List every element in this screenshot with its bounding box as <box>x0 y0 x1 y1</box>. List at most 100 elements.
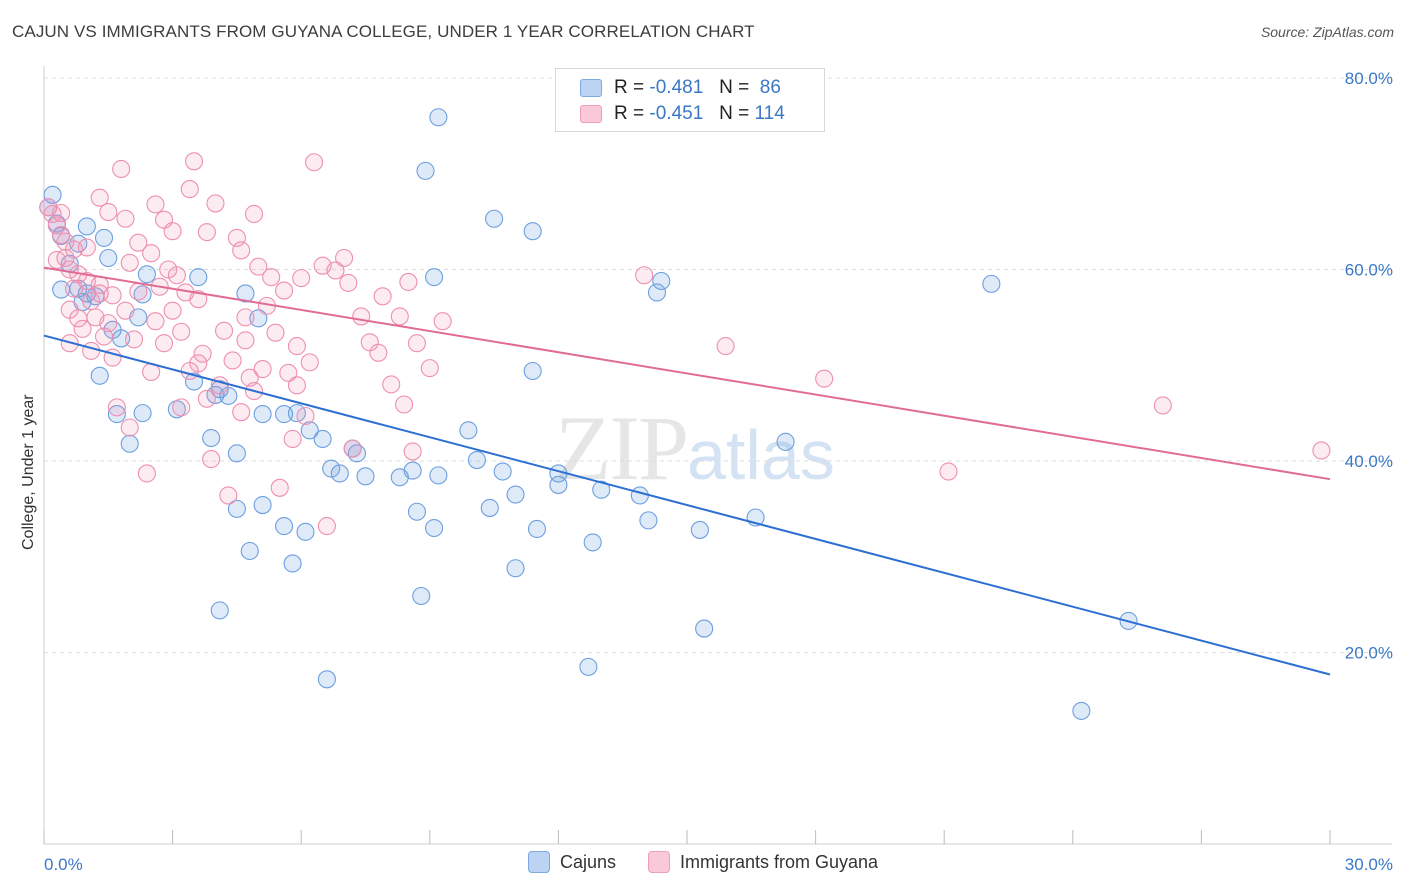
point-guyana <box>99 314 118 333</box>
legend: R = -0.481 N = 86 R = -0.451 N = 114 <box>555 68 825 132</box>
point-cajuns <box>94 228 114 247</box>
point-cajuns <box>429 466 448 485</box>
point-cajuns <box>330 464 349 483</box>
point-guyana <box>373 287 392 306</box>
point-cajuns <box>133 404 152 423</box>
point-cajuns <box>202 428 221 448</box>
point-cajuns <box>982 274 1001 293</box>
bottom-legend-label-guyana: Immigrants from Guyana <box>679 851 879 872</box>
point-cajuns <box>425 268 444 287</box>
point-guyana <box>266 323 285 342</box>
point-cajuns <box>189 268 208 287</box>
bottom-legend-guyana: Immigrants from Guyana <box>647 851 879 873</box>
legend-n-value-guyana: 114 <box>754 103 785 124</box>
point-cajuns <box>253 495 272 515</box>
point-guyana <box>390 307 409 326</box>
point-guyana <box>382 375 401 394</box>
point-guyana <box>335 248 354 268</box>
point-guyana <box>82 292 101 311</box>
point-guyana <box>283 429 302 449</box>
point-guyana <box>180 180 199 199</box>
point-cajuns <box>356 467 375 486</box>
point-cajuns <box>99 248 118 268</box>
point-guyana <box>270 478 289 497</box>
point-guyana <box>395 395 414 414</box>
point-cajuns <box>429 108 448 127</box>
point-cajuns <box>690 520 709 539</box>
point-guyana <box>116 301 135 320</box>
point-cajuns <box>407 502 426 521</box>
legend-row-cajuns: R = -0.481 N = 86 <box>580 77 781 99</box>
point-cajuns <box>236 284 255 303</box>
bottom-legend-swatch-guyana <box>647 851 670 873</box>
point-guyana <box>52 203 71 223</box>
watermark: ZIPatlas <box>555 395 835 501</box>
bottom-legend-swatch-cajuns <box>527 851 550 873</box>
legend-r-label-cajuns: R = <box>614 77 645 98</box>
point-cajuns <box>579 657 598 676</box>
point-cajuns <box>253 405 272 424</box>
legend-swatch-cajuns <box>580 79 602 97</box>
y-tick-label: 40.0% <box>1345 452 1393 471</box>
point-cajuns <box>493 462 512 481</box>
point-cajuns <box>412 586 431 606</box>
point-guyana <box>120 253 139 272</box>
point-guyana <box>154 334 174 353</box>
watermark-zip: ZIP <box>555 397 689 499</box>
point-guyana <box>107 398 126 417</box>
point-guyana <box>214 321 234 340</box>
point-guyana <box>240 368 259 387</box>
source-label: Source: ZipAtlas.com <box>1260 24 1394 40</box>
x-tick-label: 0.0% <box>44 855 83 874</box>
bottom-legend-cajuns: Cajuns <box>527 851 616 873</box>
point-guyana <box>112 159 131 179</box>
point-cajuns <box>403 461 422 480</box>
point-guyana <box>69 309 88 328</box>
point-cajuns <box>416 161 435 180</box>
point-guyana <box>292 269 311 288</box>
point-guyana <box>1153 396 1172 415</box>
point-cajuns <box>630 486 649 505</box>
point-guyana <box>120 418 139 437</box>
point-cajuns <box>485 209 504 228</box>
point-guyana <box>253 360 272 379</box>
point-guyana <box>137 464 156 483</box>
point-guyana <box>223 351 242 370</box>
legend-r-value-cajuns: -0.481 <box>649 77 704 98</box>
point-cajuns <box>275 517 294 536</box>
point-guyana <box>124 330 144 349</box>
point-cajuns <box>776 432 795 451</box>
point-guyana <box>433 312 452 331</box>
point-guyana <box>77 238 96 257</box>
point-guyana <box>64 279 84 298</box>
point-guyana <box>189 354 208 373</box>
point-guyana <box>275 281 294 300</box>
point-guyana <box>296 406 315 426</box>
point-cajuns <box>506 559 525 578</box>
point-cajuns <box>210 601 229 620</box>
point-cajuns <box>425 518 444 538</box>
point-guyana <box>146 312 165 331</box>
point-cajuns <box>467 450 487 470</box>
point-cajuns <box>240 541 259 561</box>
point-cajuns <box>549 475 568 494</box>
point-cajuns <box>639 511 658 530</box>
point-guyana <box>167 266 186 285</box>
point-guyana <box>197 389 216 408</box>
point-guyana <box>103 286 122 305</box>
point-cajuns <box>90 366 109 385</box>
trend-line-guyana <box>43 266 1331 481</box>
point-cajuns <box>480 498 499 517</box>
point-guyana <box>815 369 834 388</box>
point-cajuns <box>275 405 294 424</box>
trend-line-cajuns <box>43 334 1331 676</box>
point-guyana <box>206 194 225 213</box>
point-guyana <box>202 450 221 469</box>
point-guyana <box>197 223 216 242</box>
point-guyana <box>716 337 735 356</box>
point-guyana <box>249 257 268 276</box>
point-guyana <box>305 153 324 172</box>
point-cajuns <box>317 670 336 689</box>
legend-row-guyana: R = -0.451 N = 114 <box>580 103 785 125</box>
point-guyana <box>142 244 161 263</box>
